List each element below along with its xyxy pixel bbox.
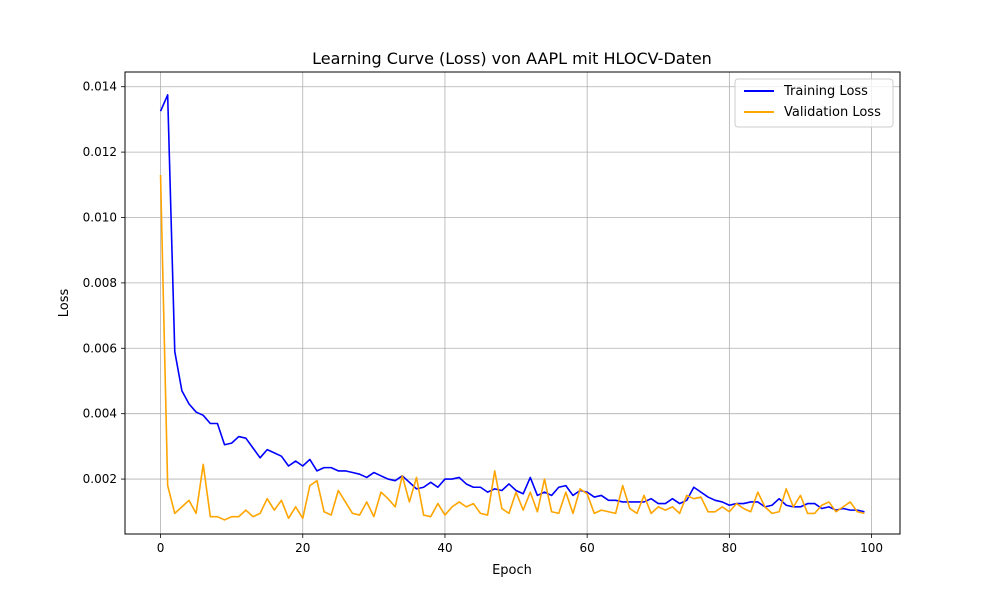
x-tick-label: 40 bbox=[437, 541, 452, 555]
series-lines bbox=[159, 94, 865, 521]
x-tick-label: 60 bbox=[580, 541, 595, 555]
x-tick-label: 80 bbox=[722, 541, 737, 555]
series-line-validation-loss bbox=[159, 174, 865, 521]
plot-frame bbox=[124, 71, 901, 535]
legend-box bbox=[734, 78, 894, 128]
chart-title: Learning Curve (Loss) von AAPL mit HLOCV… bbox=[312, 49, 712, 68]
y-tick-label: 0.010 bbox=[83, 210, 117, 224]
x-tick-label: 0 bbox=[157, 541, 165, 555]
y-axis-label: Loss bbox=[57, 289, 72, 318]
y-tick-label: 0.008 bbox=[83, 276, 117, 290]
legend-label-validation-loss: Validation Loss bbox=[784, 105, 881, 120]
series-line-training-loss bbox=[159, 94, 865, 513]
grid bbox=[125, 72, 900, 534]
y-tick-label: 0.004 bbox=[83, 407, 117, 421]
legend: Training Loss Validation Loss bbox=[734, 78, 894, 128]
x-tick-label: 20 bbox=[295, 541, 310, 555]
y-tick-label: 0.012 bbox=[83, 145, 117, 159]
x-tick-label: 100 bbox=[860, 541, 883, 555]
x-axis-label: Epoch bbox=[492, 563, 532, 578]
y-tick-label: 0.002 bbox=[83, 472, 117, 486]
axis-ticks: 0 20 40 60 80 100 0.002 0.004 0.006 0.008 0.010 0.0… bbox=[83, 80, 883, 555]
y-tick-label: 0.014 bbox=[83, 80, 117, 94]
y-tick-label: 0.006 bbox=[83, 341, 117, 355]
legend-label-training-loss: Training Loss bbox=[783, 84, 868, 99]
